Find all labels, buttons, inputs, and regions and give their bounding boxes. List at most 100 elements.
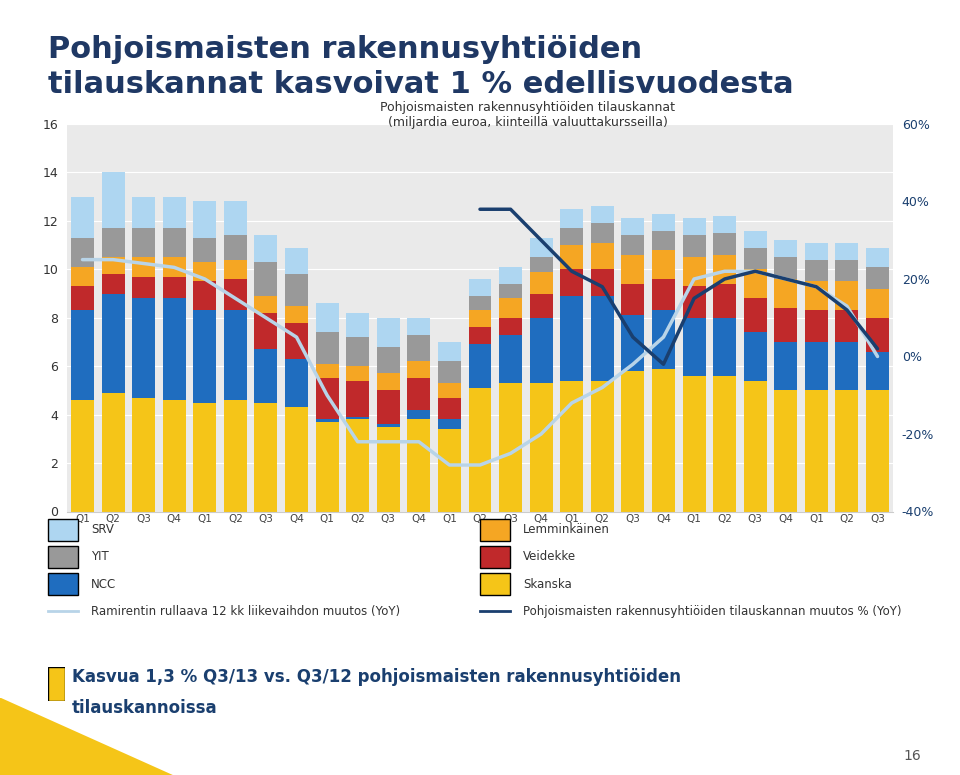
Bar <box>438 383 461 398</box>
Bar <box>254 236 277 262</box>
FancyBboxPatch shape <box>480 518 511 541</box>
Bar <box>804 311 828 342</box>
Bar <box>683 286 706 318</box>
Bar <box>530 318 553 383</box>
Bar <box>193 402 216 512</box>
Bar <box>407 419 430 512</box>
Bar <box>407 361 430 378</box>
Bar <box>254 296 277 313</box>
Bar <box>652 214 675 230</box>
Polygon shape <box>0 698 173 775</box>
Bar <box>132 298 156 398</box>
Bar <box>590 206 613 223</box>
Bar <box>132 277 156 298</box>
Bar <box>438 342 461 361</box>
Bar <box>561 381 583 512</box>
Bar <box>652 250 675 279</box>
Bar <box>744 247 767 269</box>
Bar <box>804 243 828 260</box>
Bar <box>683 219 706 236</box>
Bar <box>71 197 94 238</box>
Bar <box>163 277 185 298</box>
Bar <box>102 393 125 512</box>
Bar <box>193 281 216 311</box>
Bar <box>407 378 430 410</box>
Bar <box>71 400 94 512</box>
Bar <box>499 298 522 318</box>
Bar <box>744 298 767 332</box>
Bar <box>713 318 736 376</box>
Text: 16: 16 <box>904 749 922 763</box>
Bar <box>775 240 797 257</box>
Text: tilauskannoissa: tilauskannoissa <box>72 699 218 717</box>
Bar <box>254 262 277 296</box>
Bar <box>744 230 767 247</box>
Bar <box>468 296 492 311</box>
Bar <box>316 419 339 422</box>
Bar <box>285 305 308 322</box>
Bar <box>621 255 644 284</box>
Bar <box>530 257 553 272</box>
Bar <box>163 298 185 400</box>
Bar <box>621 219 644 236</box>
Bar <box>835 281 858 311</box>
Bar <box>254 313 277 350</box>
FancyBboxPatch shape <box>480 546 511 568</box>
Bar <box>590 296 613 381</box>
Bar <box>254 350 277 402</box>
Bar <box>652 279 675 311</box>
Text: Veidekke: Veidekke <box>523 550 576 563</box>
Bar <box>713 284 736 318</box>
Bar <box>193 238 216 262</box>
Bar <box>683 318 706 376</box>
Bar <box>347 337 370 366</box>
Bar <box>468 327 492 344</box>
Bar <box>102 173 125 228</box>
Bar <box>499 335 522 383</box>
Bar <box>744 269 767 298</box>
Bar <box>163 257 185 277</box>
Bar <box>744 332 767 381</box>
Bar <box>804 260 828 281</box>
Bar <box>590 223 613 243</box>
Bar <box>590 243 613 269</box>
Text: Skanska: Skanska <box>523 577 572 591</box>
Bar <box>468 279 492 296</box>
Bar <box>561 245 583 269</box>
Bar <box>652 369 675 512</box>
Bar <box>713 216 736 233</box>
Bar <box>866 352 889 391</box>
Bar <box>102 257 125 274</box>
Bar <box>835 342 858 391</box>
Bar <box>316 303 339 332</box>
Bar <box>193 311 216 402</box>
Bar <box>316 363 339 378</box>
Bar <box>561 228 583 245</box>
Text: SRV: SRV <box>91 523 114 536</box>
Bar <box>316 378 339 419</box>
Bar <box>193 262 216 281</box>
Bar <box>407 335 430 361</box>
Bar <box>376 391 399 425</box>
Bar <box>347 313 370 337</box>
FancyBboxPatch shape <box>480 573 511 595</box>
Bar <box>407 318 430 335</box>
Bar <box>254 402 277 512</box>
Bar <box>285 322 308 359</box>
Bar <box>376 318 399 346</box>
Bar <box>468 311 492 327</box>
Bar <box>71 238 94 267</box>
Bar <box>561 269 583 296</box>
Bar <box>224 400 247 512</box>
Bar <box>835 243 858 260</box>
Bar <box>224 202 247 236</box>
Text: Pohjoismaisten rakennusyhtiöiden tilauskannat: Pohjoismaisten rakennusyhtiöiden tilausk… <box>380 101 676 114</box>
FancyBboxPatch shape <box>48 546 79 568</box>
Bar <box>193 202 216 238</box>
Bar <box>224 279 247 311</box>
Bar <box>775 308 797 342</box>
Bar <box>713 255 736 284</box>
Bar <box>438 398 461 419</box>
Bar <box>775 257 797 279</box>
Bar <box>285 274 308 305</box>
